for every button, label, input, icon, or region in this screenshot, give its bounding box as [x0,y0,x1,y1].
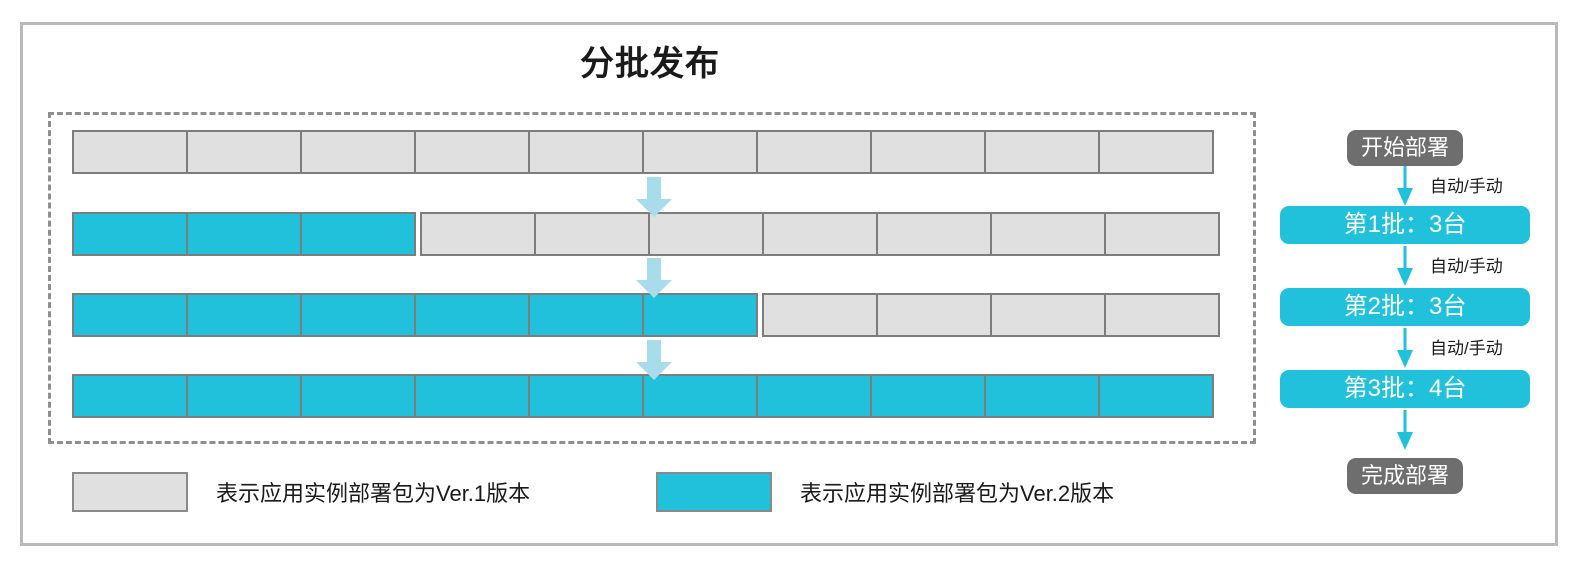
diagram-outer-frame [20,22,1558,546]
instance-cell-v1 [648,212,764,256]
down-arrow-icon [636,340,672,380]
page-title: 分批发布 [580,45,720,83]
legend-swatch-v1 [72,472,188,512]
instance-cell-v1 [762,293,878,337]
instance-cell-v2 [300,212,416,256]
instance-cell-v1 [876,212,992,256]
instance-cell-v1 [186,130,302,174]
legend-item: 表示应用实例部署包为Ver.1版本 [72,470,530,514]
flow-node-batch-1[interactable]: 第1批：3台 [1280,206,1530,244]
flow-node-batch-2[interactable]: 第2批：3台 [1280,288,1530,326]
flow-edge-label: 自动/手动 [1430,339,1503,358]
instance-cell-v1 [1104,293,1220,337]
flow-node-batch-3[interactable]: 第3批：4台 [1280,370,1530,408]
instance-cell-v1 [762,212,878,256]
instance-cell-v2 [414,293,530,337]
arrow-down-icon [1397,246,1413,286]
instance-cell-v2 [186,212,302,256]
instance-cell-v2 [414,374,530,418]
legend: 表示应用实例部署包为Ver.1版本 表示应用实例部署包为Ver.2版本 [72,470,1232,514]
instance-cell-v1 [534,212,650,256]
instance-row [72,293,1220,337]
instance-cell-v2 [72,374,188,418]
instance-cell-v2 [186,293,302,337]
flow-node-start[interactable]: 开始部署 [1347,130,1463,166]
down-arrow-icon [636,177,672,217]
legend-item: 表示应用实例部署包为Ver.2版本 [656,470,1114,514]
instance-cell-v2 [870,374,986,418]
legend-label: 表示应用实例部署包为Ver.2版本 [800,481,1115,506]
arrow-down-icon [1397,328,1413,368]
down-arrow-icon [636,258,672,298]
instance-cell-v1 [990,293,1106,337]
instance-cell-v1 [528,130,644,174]
instance-cell-v2 [528,374,644,418]
instance-row [72,212,1220,256]
arrow-down-icon [1397,410,1413,450]
flow-edge-label: 自动/手动 [1430,177,1503,196]
instance-cell-v1 [300,130,416,174]
instance-row [72,374,1214,418]
instance-cell-v2 [984,374,1100,418]
deployment-flow: 开始部署 自动/手动 第1批：3台 自动/手动 第2批：3台 自动/手动 第3批… [1280,130,1540,510]
instance-row [72,130,1214,174]
flow-node-finish[interactable]: 完成部署 [1347,458,1463,494]
instance-cell-v2 [72,293,188,337]
batch-region-outline [48,112,1256,444]
instance-cell-v1 [642,130,758,174]
instance-cell-v1 [414,130,530,174]
instance-cell-v1 [1098,130,1214,174]
instance-cell-v1 [420,212,536,256]
flow-edge-label: 自动/手动 [1430,257,1503,276]
instance-cell-v2 [300,374,416,418]
instance-cell-v1 [870,130,986,174]
instance-cell-v2 [1098,374,1214,418]
instance-cell-v1 [990,212,1106,256]
arrow-down-icon [1397,166,1413,206]
instance-cell-v1 [876,293,992,337]
instance-cell-v2 [642,374,758,418]
instance-cell-v1 [756,130,872,174]
instance-cell-v2 [528,293,644,337]
instance-cell-v2 [300,293,416,337]
legend-swatch-v2 [656,472,772,512]
instance-cell-v1 [984,130,1100,174]
instance-cell-v2 [756,374,872,418]
instance-cell-v2 [642,293,758,337]
instance-cell-v2 [186,374,302,418]
instance-cell-v2 [72,212,188,256]
legend-label: 表示应用实例部署包为Ver.1版本 [216,481,531,506]
instance-cell-v1 [1104,212,1220,256]
instance-cell-v1 [72,130,188,174]
